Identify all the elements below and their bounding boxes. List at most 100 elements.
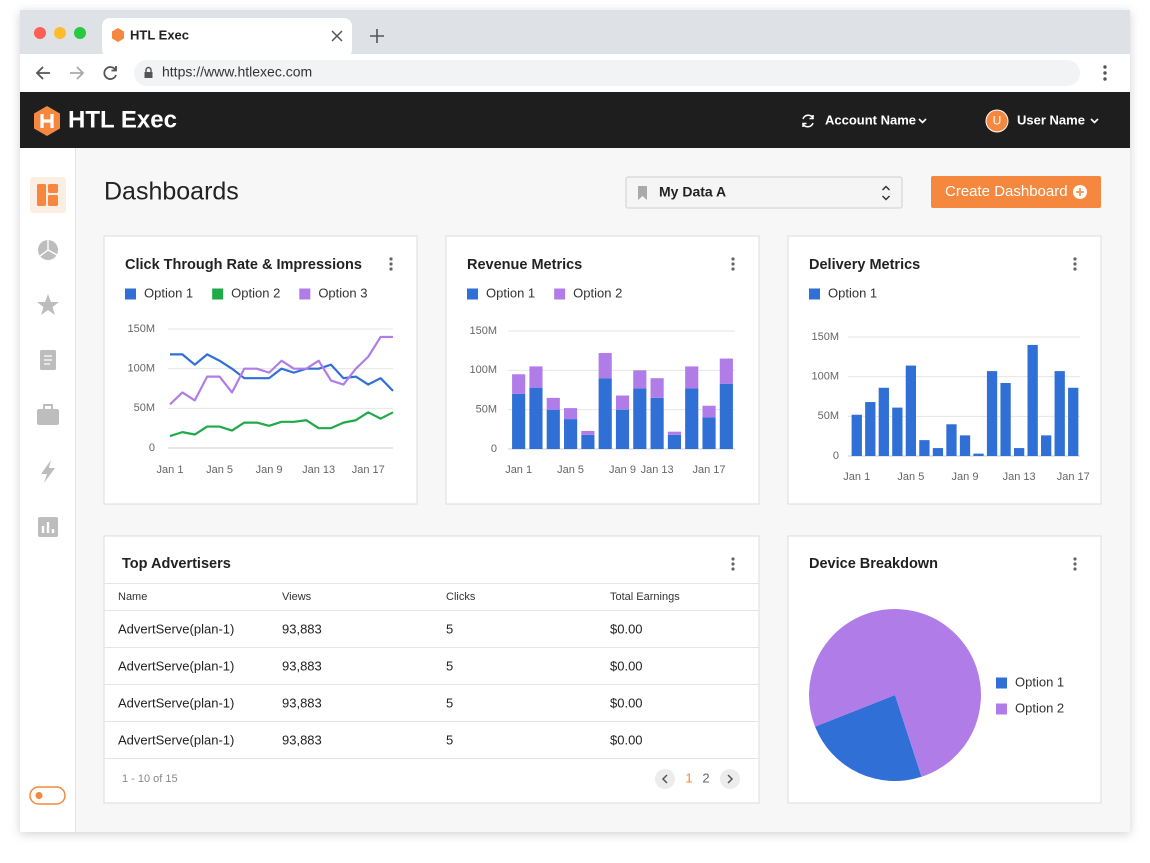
card-menu[interactable]	[731, 562, 735, 566]
forward-button[interactable]	[70, 66, 85, 80]
x-tick-label: Jan 1	[157, 464, 184, 476]
card-menu[interactable]	[1073, 562, 1077, 566]
table-title: Top Advertisers	[122, 556, 231, 572]
x-tick-label: Jan 1	[505, 464, 532, 476]
next-icon	[727, 774, 734, 784]
nav-actions[interactable]	[41, 460, 55, 483]
x-tick-label: Jan 5	[206, 464, 233, 476]
y-tick-label: 100M	[469, 364, 497, 376]
bar	[719, 383, 733, 449]
bar	[615, 395, 630, 410]
table-cell: $0.00	[610, 621, 643, 636]
card-menu[interactable]	[389, 257, 393, 261]
next-page[interactable]	[720, 769, 740, 789]
y-tick-label: 150M	[127, 323, 155, 335]
card-menu[interactable]	[389, 267, 393, 271]
create-dashboard-button[interactable]	[931, 176, 1101, 208]
x-tick-label: Jan 9	[952, 471, 979, 483]
pie-slice	[815, 695, 922, 781]
new-tab[interactable]	[370, 29, 384, 43]
nav-analytics	[41, 522, 55, 533]
bar	[598, 353, 612, 379]
bar	[919, 440, 930, 456]
theme-toggle[interactable]	[29, 786, 66, 805]
nav-active-bg	[30, 177, 66, 213]
y-tick-label: 100M	[811, 371, 839, 383]
minimize-window[interactable]	[54, 27, 66, 39]
card-menu[interactable]	[1073, 267, 1077, 271]
nav-dashboards[interactable]	[48, 195, 58, 206]
bookmark-icon	[638, 186, 647, 200]
bar	[905, 365, 917, 456]
browser-menu[interactable]	[1103, 65, 1107, 69]
legend-label: Option 1	[828, 285, 877, 300]
card	[787, 235, 1102, 505]
legend-swatch	[996, 677, 1007, 689]
card-menu[interactable]	[731, 257, 735, 261]
close-window[interactable]	[34, 27, 46, 39]
legend-swatch	[996, 703, 1007, 715]
nav-reports	[39, 240, 58, 257]
data-source: My Data A	[659, 184, 726, 200]
bar	[1013, 448, 1025, 456]
column-header: Views	[282, 591, 312, 603]
x-tick-label: Jan 13	[302, 464, 335, 476]
card-menu[interactable]	[731, 262, 735, 266]
omnibox[interactable]	[134, 60, 1080, 86]
bar	[685, 366, 699, 389]
legend-label: Option 3	[318, 285, 367, 300]
avatar[interactable]	[985, 109, 1009, 133]
y-tick-label: 50M	[134, 402, 155, 414]
browser-menu[interactable]	[1103, 71, 1107, 75]
card-menu[interactable]	[1073, 257, 1077, 261]
card-menu[interactable]	[1073, 557, 1077, 561]
legend-swatch	[212, 288, 224, 300]
bar	[851, 414, 862, 456]
legend-swatch	[125, 288, 136, 300]
page-number[interactable]: 1	[685, 770, 692, 785]
nav-favorites[interactable]	[37, 294, 59, 315]
table-cell: 5	[446, 695, 453, 710]
data-source-select[interactable]	[625, 176, 903, 209]
table-range: 1 - 10 of 15	[122, 773, 178, 785]
card-menu[interactable]	[1073, 262, 1077, 266]
refresh-icon[interactable]	[802, 114, 814, 128]
bar	[650, 378, 664, 398]
page-number[interactable]: 2	[702, 770, 709, 785]
chevron[interactable]	[918, 118, 927, 124]
nav-documents	[44, 355, 52, 365]
legend-swatch	[467, 288, 478, 300]
brand: HTL Exec	[68, 106, 177, 133]
bar	[702, 417, 716, 449]
card-menu[interactable]	[1073, 567, 1077, 571]
chevron[interactable]	[1090, 118, 1099, 124]
back-button[interactable]	[35, 66, 50, 80]
card-menu[interactable]	[389, 262, 393, 266]
y-tick-label: 50M	[818, 410, 839, 422]
browser-menu[interactable]	[1103, 77, 1107, 81]
legend-label: Option 2	[1015, 700, 1064, 715]
bar	[1068, 387, 1079, 456]
reload-button[interactable]	[103, 66, 117, 80]
tab[interactable]	[102, 18, 352, 58]
nav-dashboards[interactable]	[37, 184, 46, 206]
tab-close[interactable]	[331, 30, 343, 42]
sidebar	[20, 148, 75, 832]
maximize-window[interactable]	[74, 27, 86, 39]
card-menu[interactable]	[731, 567, 735, 571]
x-tick-label: Jan 5	[557, 464, 584, 476]
user-name[interactable]: User Name	[1017, 112, 1085, 127]
bar	[529, 387, 543, 449]
bar	[667, 434, 681, 449]
card-menu[interactable]	[731, 557, 735, 561]
pie-slice	[809, 609, 982, 777]
card-menu[interactable]	[731, 267, 735, 271]
nav-business[interactable]	[37, 409, 59, 425]
tab-title: HTL Exec	[130, 27, 189, 42]
prev-page[interactable]	[655, 769, 675, 789]
bar	[986, 371, 998, 456]
table-cell: 5	[446, 658, 453, 673]
x-tick-label: Jan 13	[641, 464, 674, 476]
account-name[interactable]: Account Name	[825, 112, 916, 127]
nav-dashboards[interactable]	[48, 184, 58, 193]
